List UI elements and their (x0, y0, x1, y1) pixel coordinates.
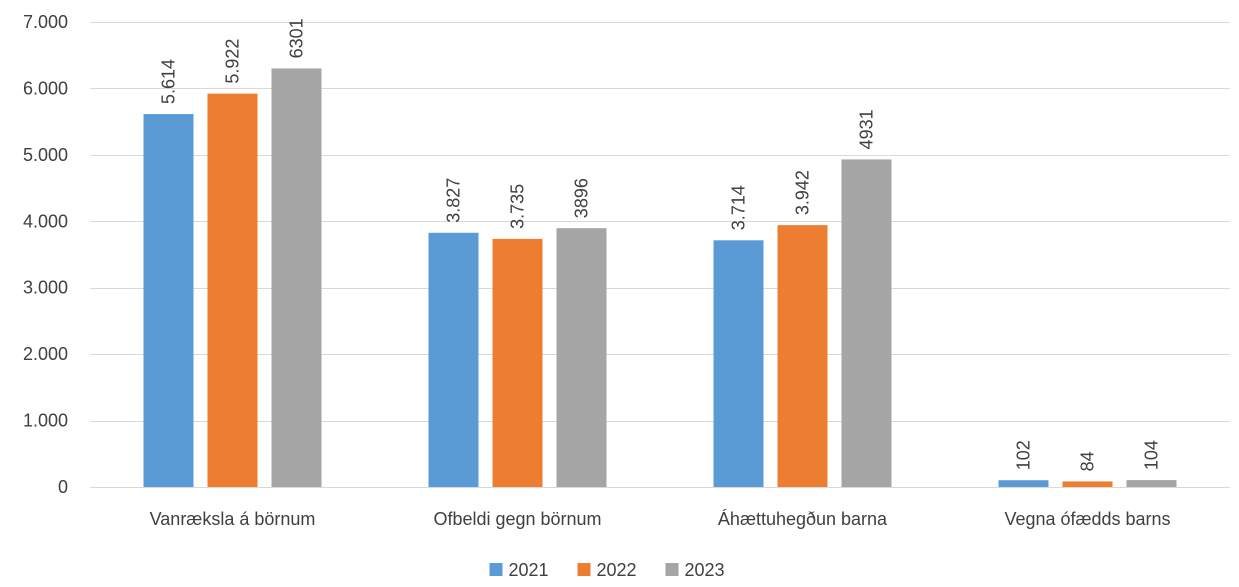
legend-label: 2022 (597, 560, 637, 580)
legend-label: 2021 (509, 560, 549, 580)
bar-2023-3 (1126, 480, 1177, 487)
data-label-2022-0: 5.922 (223, 39, 243, 84)
y-tick-label: 4.000 (23, 211, 68, 231)
bar-2022-3 (1062, 481, 1113, 487)
legend-label: 2023 (685, 560, 725, 580)
data-label-2023-0: 6301 (287, 18, 307, 58)
legend-item-2021: 2021 (489, 560, 549, 580)
y-tick-label: 2.000 (23, 344, 68, 364)
data-label-2023-2: 4931 (857, 109, 877, 149)
y-tick-label: 3.000 (23, 278, 68, 298)
legend-item-2022: 2022 (577, 560, 637, 580)
legend: 2021 2022 2023 (489, 560, 725, 580)
y-axis-tick-labels: 0 1.000 2.000 3.000 4.000 5.000 6.000 7.000 (23, 12, 68, 497)
y-tick-label: 6.000 (23, 78, 68, 98)
data-labels: 5.614 5.922 6301 3.827 3.735 3896 3.714 3.942 49… (159, 18, 1162, 471)
data-label-2022-2: 3.942 (793, 170, 813, 215)
data-label-2022-1: 3.735 (508, 184, 528, 229)
category-label: Áhættuhegðun barna (718, 509, 888, 529)
data-label-2022-3: 84 (1078, 451, 1098, 471)
bar-2021-0 (143, 114, 194, 487)
data-label-2023-1: 3896 (572, 178, 592, 218)
data-label-2023-3: 104 (1142, 440, 1162, 470)
bar-2023-2 (841, 159, 892, 487)
legend-swatch (665, 563, 679, 576)
bar-2022-2 (777, 225, 828, 488)
y-tick-label: 1.000 (23, 411, 68, 431)
bar-2022-0 (207, 93, 258, 488)
y-tick-label: 0 (58, 477, 68, 497)
bar-2021-3 (998, 480, 1049, 487)
category-label: Ofbeldi gegn börnum (433, 509, 601, 529)
y-tick-label: 5.000 (23, 145, 68, 165)
bar-2021-1 (428, 232, 479, 487)
bar-2021-2 (713, 240, 764, 487)
data-label-2021-2: 3.714 (729, 185, 749, 230)
data-label-2021-0: 5.614 (159, 59, 179, 104)
bar-2022-1 (492, 238, 543, 487)
category-label: Vanræksla á börnum (150, 509, 316, 529)
data-label-2021-3: 102 (1014, 440, 1034, 470)
bars (143, 68, 1177, 488)
data-label-2021-1: 3.827 (444, 178, 464, 223)
bar-2023-1 (556, 228, 607, 488)
legend-swatch (577, 563, 591, 576)
category-label: Vegna ófædds barns (1004, 509, 1170, 529)
bar-2023-0 (271, 68, 322, 488)
x-axis-category-labels: Vanræksla á börnum Ofbeldi gegn börnum Áhæ… (150, 509, 1171, 529)
legend-swatch (489, 563, 503, 576)
y-tick-label: 7.000 (23, 12, 68, 32)
gridlines (90, 22, 1230, 488)
legend-item-2023: 2023 (665, 560, 725, 580)
